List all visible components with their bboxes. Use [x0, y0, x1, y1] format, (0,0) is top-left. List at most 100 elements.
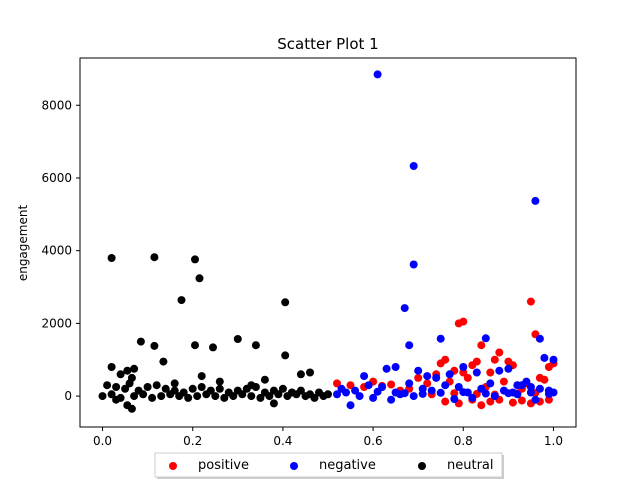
point-neutral [136, 337, 145, 346]
x-tick-label: 0.2 [183, 434, 202, 448]
point-positive [499, 377, 508, 386]
point-neutral [251, 383, 260, 391]
point-neutral [188, 384, 197, 393]
point-negative [333, 390, 341, 399]
point-negative [517, 381, 526, 390]
point-neutral [310, 393, 319, 402]
point-negative [436, 388, 445, 397]
data-points [98, 70, 558, 413]
point-negative [504, 389, 513, 398]
point-neutral [139, 390, 148, 399]
point-negative [472, 368, 481, 377]
point-negative [346, 401, 355, 410]
point-positive [333, 379, 341, 388]
legend: positive negative neutral [154, 452, 504, 479]
point-neutral [184, 393, 193, 402]
point-negative [405, 379, 414, 388]
point-negative [409, 162, 418, 170]
point-positive [490, 355, 499, 364]
legend-marker-negative [290, 462, 298, 470]
y-axis-ticks: 0 2000 4000 6000 8000 [41, 98, 80, 403]
y-tick-label: 0 [64, 389, 72, 403]
y-tick-label: 2000 [41, 316, 72, 330]
point-negative [526, 388, 535, 397]
point-neutral [177, 296, 186, 305]
point-negative [400, 389, 409, 398]
point-neutral [123, 401, 132, 410]
point-neutral [197, 372, 206, 381]
point-neutral [191, 255, 199, 264]
point-positive [486, 368, 495, 377]
point-negative [549, 355, 558, 364]
point-positive [477, 341, 486, 350]
point-neutral [123, 366, 132, 375]
point-negative [441, 381, 450, 390]
point-negative [445, 370, 454, 379]
point-neutral [150, 253, 159, 262]
point-neutral [130, 364, 139, 373]
point-neutral [161, 384, 170, 393]
point-negative [481, 389, 490, 398]
point-neutral [202, 390, 211, 399]
point-positive [346, 381, 355, 390]
point-neutral [121, 384, 130, 393]
point-neutral [157, 392, 166, 401]
point-neutral [211, 392, 220, 401]
point-negative [544, 389, 553, 398]
point-positive [459, 368, 468, 377]
point-negative [535, 384, 544, 393]
point-neutral [130, 392, 139, 401]
point-neutral [283, 392, 292, 401]
point-neutral [301, 392, 310, 401]
y-tick-label: 4000 [41, 244, 72, 258]
point-neutral [265, 392, 274, 401]
point-neutral [256, 393, 265, 402]
point-negative [481, 334, 490, 343]
point-positive [414, 373, 423, 382]
point-neutral [238, 390, 247, 399]
point-neutral [296, 370, 305, 379]
y-tick-label: 6000 [41, 171, 72, 185]
point-neutral [278, 384, 287, 393]
point-negative [540, 353, 549, 362]
point-neutral [112, 395, 121, 404]
point-neutral [170, 379, 179, 388]
point-negative [495, 366, 504, 375]
point-negative [391, 363, 400, 371]
x-tick-label: 0.6 [364, 434, 383, 448]
point-negative [531, 196, 540, 205]
point-negative [351, 386, 360, 395]
point-neutral [242, 384, 251, 393]
point-positive [472, 357, 481, 366]
point-neutral [107, 390, 116, 399]
point-neutral [112, 383, 121, 391]
point-negative [423, 372, 432, 381]
point-negative [414, 366, 423, 375]
legend-marker-neutral [418, 462, 426, 470]
point-negative [409, 260, 418, 269]
point-positive [441, 355, 450, 364]
point-negative [486, 379, 495, 388]
legend-label-negative: negative [319, 458, 376, 473]
point-negative [427, 386, 436, 395]
point-neutral [152, 381, 161, 390]
point-negative [436, 334, 445, 343]
point-neutral [306, 368, 314, 377]
chart-title: Scatter Plot 1 [277, 35, 378, 53]
point-neutral [143, 383, 152, 391]
point-negative [409, 392, 418, 401]
point-neutral [107, 254, 116, 262]
point-neutral [281, 298, 290, 307]
point-positive [495, 348, 504, 357]
legend-box [154, 452, 503, 478]
point-negative [418, 389, 427, 398]
point-negative [535, 334, 544, 343]
point-negative [355, 392, 364, 401]
y-axis-label: engagement [16, 205, 30, 282]
point-neutral [281, 351, 290, 360]
point-neutral [175, 392, 184, 401]
point-negative [490, 392, 499, 401]
point-neutral [159, 357, 168, 366]
point-neutral [191, 341, 199, 350]
point-neutral [166, 390, 175, 399]
